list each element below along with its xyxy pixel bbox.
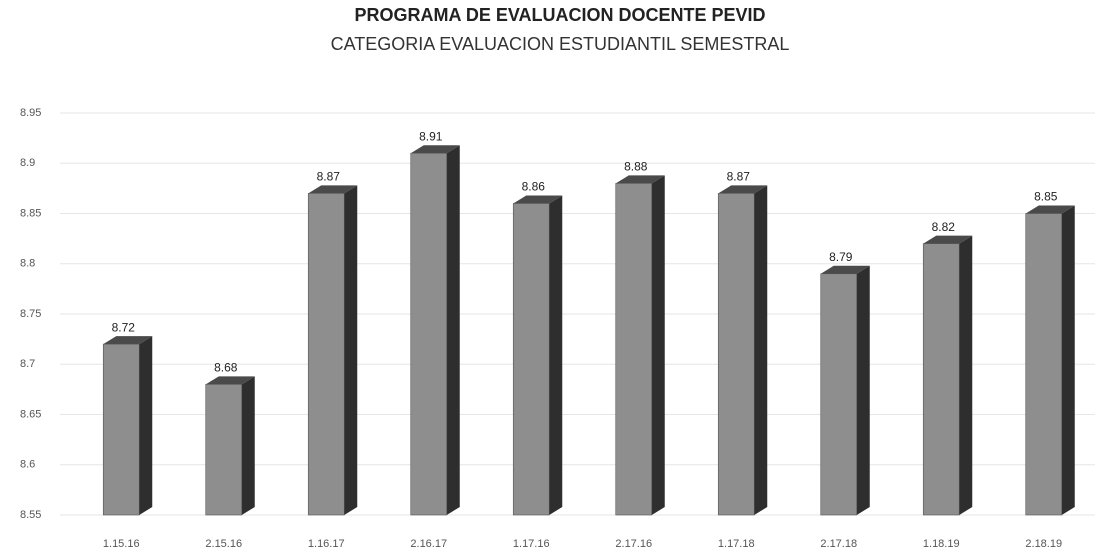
bar-top [103,336,153,345]
bar-top [615,175,665,184]
bar-side [651,175,665,515]
bar [615,183,653,516]
x-tick-label: 2.16.17 [410,538,447,550]
chart-title: PROGRAMA DE EVALUACION DOCENTE PEVID [354,5,765,25]
bar [307,193,345,516]
bar-top [308,185,358,194]
data-label: 8.85 [1034,190,1058,204]
bar-side [754,185,768,515]
bar-side [1061,205,1075,515]
data-label: 8.87 [727,170,751,184]
bar-side [139,336,153,515]
x-tick-label: 1.18.19 [923,538,960,550]
data-label: 8.79 [829,250,853,264]
data-label: 8.68 [214,361,238,375]
x-tick-label: 1.17.16 [513,538,550,550]
x-tick-label: 2.15.16 [205,538,242,550]
y-tick-label: 8.6 [20,459,35,471]
bar [512,203,550,516]
bar [820,273,858,516]
x-tick-label: 1.15.16 [103,538,140,550]
y-tick-label: 8.75 [20,308,41,320]
bar [717,193,755,516]
x-tick-label: 1.17.18 [718,538,755,550]
bar-side [856,265,870,515]
y-tick-label: 8.8 [20,258,35,270]
bar [102,343,140,516]
bar-side [549,195,563,515]
bar-side [241,376,255,515]
x-tick-label: 2.17.16 [615,538,652,550]
x-tick-label: 2.17.18 [820,538,857,550]
y-tick-label: 8.9 [20,157,35,169]
x-tick-label: 2.18.19 [1025,538,1062,550]
bar-top [205,376,255,385]
chart-subtitle: CATEGORIA EVALUACION ESTUDIANTIL SEMESTR… [331,34,790,54]
y-tick-label: 8.95 [20,107,41,119]
bar [922,243,960,516]
data-label: 8.72 [112,320,136,334]
bar-top [1025,205,1075,214]
bar-side [446,145,460,515]
y-tick-label: 8.7 [20,358,35,370]
bar-top [718,185,768,194]
data-label: 8.87 [317,170,341,184]
bar-top [820,265,870,274]
bar-side [344,185,358,515]
data-label: 8.91 [419,129,443,143]
y-tick-label: 8.65 [20,408,41,420]
data-label: 8.88 [624,160,648,174]
bar-top [513,195,563,204]
bar [410,152,448,516]
bar-side [959,235,973,515]
data-label: 8.82 [932,220,956,234]
x-tick-label: 1.16.17 [308,538,345,550]
data-label: 8.86 [522,180,546,194]
bar-top [923,235,973,244]
bar-top [410,145,460,154]
bar [205,384,243,516]
bar [1025,213,1063,516]
y-tick-label: 8.85 [20,207,41,219]
y-tick-label: 8.55 [20,509,41,521]
